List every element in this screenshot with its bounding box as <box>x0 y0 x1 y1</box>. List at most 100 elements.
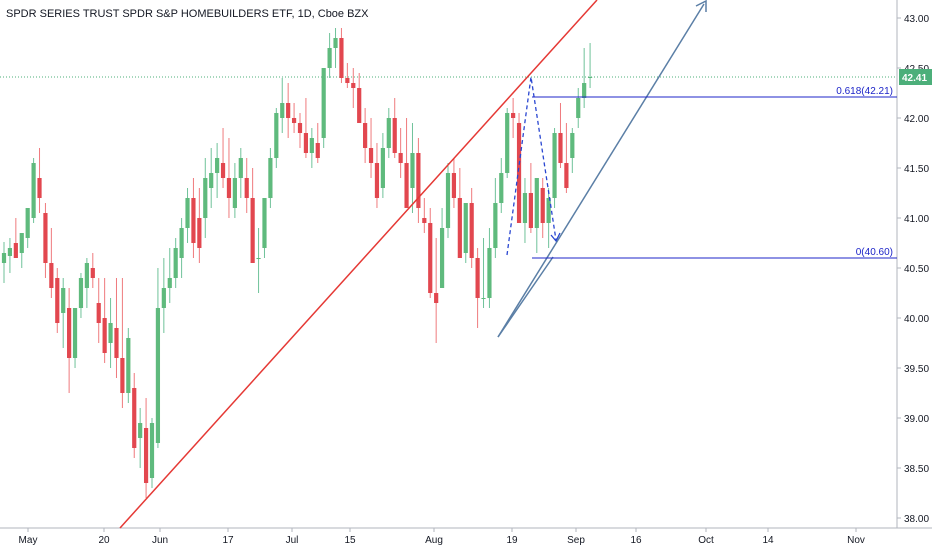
candle-body <box>232 178 237 208</box>
candle-body <box>475 258 480 298</box>
x-tick-label: 15 <box>344 535 356 546</box>
candle-body <box>540 188 545 223</box>
candle-body <box>126 338 131 393</box>
candle-body <box>374 163 380 198</box>
candle-body <box>516 123 522 223</box>
candle-body <box>215 158 220 173</box>
candle-body <box>250 198 255 263</box>
candle-body <box>416 153 421 208</box>
x-tick-label: 17 <box>222 535 234 546</box>
x-tick-label: 19 <box>506 535 518 546</box>
candle-body <box>13 243 18 258</box>
candle-body <box>434 293 439 303</box>
candle-body <box>84 263 89 288</box>
candle-body <box>67 308 72 358</box>
candle-body <box>256 258 261 259</box>
y-tick-label: 40.00 <box>904 314 929 325</box>
y-tick-label: 40.50 <box>904 264 929 275</box>
candle-body <box>552 133 557 198</box>
candle-body <box>321 68 326 138</box>
candle-body <box>303 133 309 153</box>
candle-body <box>78 278 84 308</box>
candle-body <box>262 198 267 248</box>
candle-body <box>534 178 539 228</box>
candle-body <box>132 388 137 448</box>
candle-body <box>286 103 291 118</box>
channel-lower-line <box>497 256 554 338</box>
candle-body <box>582 83 587 98</box>
x-tick-label: 14 <box>762 535 774 546</box>
candle-body <box>522 193 528 223</box>
candle-body <box>451 173 457 198</box>
x-tick-label: Sep <box>567 535 585 546</box>
candle-body <box>410 153 415 188</box>
candle-body <box>469 203 474 258</box>
candle-body <box>149 423 155 478</box>
y-tick-label: 42.00 <box>904 114 929 125</box>
candle-body <box>380 148 385 188</box>
candle-body <box>422 218 427 223</box>
trend-line-red <box>119 0 598 529</box>
candle-body <box>487 248 492 298</box>
candle-body <box>445 173 451 228</box>
last-price-label: 42.41 <box>902 73 927 84</box>
x-tick-label: Jun <box>152 535 168 546</box>
candle-body <box>167 278 172 288</box>
y-tick-label: 38.00 <box>904 514 929 525</box>
candle-body <box>428 223 433 293</box>
x-tick-label: Nov <box>847 535 865 546</box>
candle-body <box>102 318 107 353</box>
candle-body <box>108 323 113 343</box>
candle-body <box>197 218 202 248</box>
candle-body <box>558 133 563 163</box>
candle-body <box>31 163 36 218</box>
candle-body <box>61 288 66 313</box>
candle-body <box>315 143 320 158</box>
y-tick-label: 39.00 <box>904 414 929 425</box>
candle-body <box>351 83 356 88</box>
fib-level-label: 0(40.60) <box>856 247 893 258</box>
candle-body <box>333 38 338 48</box>
candle-body <box>191 198 196 243</box>
candle-body <box>297 123 303 133</box>
candle-body <box>185 198 190 228</box>
candle-body <box>143 428 149 483</box>
candle-body <box>398 153 403 163</box>
y-tick-label: 39.50 <box>904 364 929 375</box>
candle-body <box>244 178 249 198</box>
y-tick-label: 41.50 <box>904 164 929 175</box>
channel-line <box>497 3 705 338</box>
x-tick-label: May <box>19 535 38 546</box>
candle-body <box>404 163 409 208</box>
candle-body <box>7 248 13 256</box>
x-tick-label: Oct <box>698 535 714 546</box>
candle-body <box>439 228 445 288</box>
channel-arrowhead <box>695 0 707 12</box>
fib-level-label: 0.618(42.21) <box>836 86 893 97</box>
candle-body <box>49 263 54 288</box>
dashed-zigzag <box>506 76 557 256</box>
candle-body <box>291 118 297 123</box>
candle-body <box>528 193 533 228</box>
candle-body <box>564 163 569 188</box>
candle-body <box>138 423 143 438</box>
y-tick-label: 43.00 <box>904 14 929 25</box>
candle-body <box>357 88 362 123</box>
last-price-badge <box>899 69 932 85</box>
candle-body <box>43 213 48 263</box>
candle-body <box>327 48 332 68</box>
candle-body <box>274 113 279 158</box>
candle-body <box>363 123 368 148</box>
candle-body <box>203 178 208 218</box>
candle-body <box>209 173 214 188</box>
x-tick-label: 20 <box>98 535 110 546</box>
candle-body <box>1 253 7 263</box>
candle-body <box>268 158 273 198</box>
candle-body <box>120 358 125 393</box>
candle-body <box>499 173 504 203</box>
candle-body <box>345 78 350 83</box>
candle-body <box>90 268 95 278</box>
candle-body <box>72 308 78 358</box>
candle-body <box>96 303 101 323</box>
